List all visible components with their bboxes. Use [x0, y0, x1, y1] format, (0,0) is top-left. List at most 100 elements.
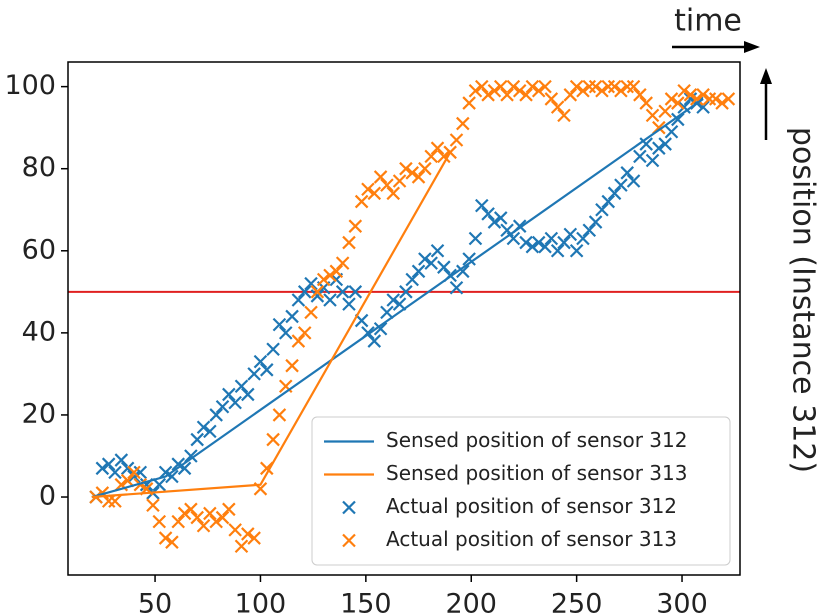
- marker: [108, 494, 122, 508]
- marker: [437, 149, 451, 164]
- marker: [234, 379, 249, 393]
- marker: [633, 149, 647, 164]
- marker: [367, 334, 382, 348]
- marker: [449, 133, 464, 147]
- marker: [411, 264, 426, 279]
- marker: [607, 79, 622, 94]
- marker: [475, 198, 489, 213]
- marker: [500, 88, 514, 102]
- position-arrowhead: [760, 68, 772, 84]
- marker: [285, 309, 299, 324]
- marker: [418, 252, 432, 266]
- marker: [291, 334, 306, 348]
- marker: [297, 285, 312, 299]
- x-tick-label: 150: [340, 589, 392, 615]
- x-tick-label: 50: [138, 589, 172, 615]
- marker: [342, 235, 356, 250]
- legend-label: Sensed position of sensor 312: [386, 428, 687, 452]
- marker: [120, 473, 135, 488]
- y-tick-label: 0: [39, 481, 56, 512]
- marker: [171, 514, 186, 529]
- marker: [664, 92, 679, 106]
- marker: [241, 527, 255, 541]
- marker: [171, 457, 186, 471]
- marker: [380, 178, 394, 192]
- legend-swatch: [342, 500, 356, 515]
- marker: [291, 293, 306, 307]
- marker: [335, 256, 350, 270]
- marker: [690, 92, 704, 106]
- legend-box: [311, 416, 731, 566]
- x-tick-label: 200: [445, 589, 497, 615]
- marker: [538, 239, 552, 254]
- marker: [683, 92, 698, 106]
- marker: [588, 215, 603, 229]
- marker: [456, 264, 470, 279]
- marker: [418, 161, 432, 176]
- marker: [569, 244, 584, 258]
- marker: [304, 276, 318, 291]
- marker: [468, 231, 483, 246]
- marker: [557, 235, 571, 250]
- x-tick-label: 300: [656, 589, 708, 615]
- marker: [222, 502, 236, 517]
- marker: [405, 166, 419, 180]
- marker: [373, 170, 388, 184]
- marker: [544, 231, 559, 246]
- marker: [671, 112, 685, 127]
- marker: [424, 256, 438, 270]
- marker: [215, 510, 230, 525]
- y-tick-label: 60: [22, 234, 56, 265]
- marker: [285, 358, 299, 373]
- marker: [664, 124, 679, 139]
- marker: [209, 514, 223, 529]
- marker: [430, 244, 445, 258]
- marker: [190, 510, 204, 525]
- time-arrowhead: [744, 41, 760, 53]
- marker: [671, 96, 685, 110]
- marker: [152, 477, 167, 492]
- marker: [525, 79, 540, 94]
- marker: [493, 211, 508, 225]
- marker: [316, 272, 331, 287]
- marker: [588, 79, 603, 94]
- marker: [361, 182, 375, 197]
- marker: [177, 506, 192, 521]
- marker: [519, 88, 533, 102]
- marker: [411, 170, 426, 184]
- marker: [430, 141, 445, 155]
- marker: [184, 502, 198, 517]
- marker: [158, 465, 173, 480]
- marker: [259, 461, 274, 476]
- marker: [152, 514, 167, 529]
- marker: [468, 83, 483, 98]
- time-annotation: time: [674, 4, 742, 39]
- marker: [563, 88, 578, 102]
- marker: [475, 79, 489, 94]
- marker: [525, 239, 540, 254]
- marker: [323, 293, 337, 307]
- marker: [234, 539, 249, 554]
- y-tick-label: 40: [22, 316, 56, 347]
- marker: [487, 215, 502, 229]
- marker: [228, 523, 242, 537]
- marker: [639, 96, 653, 110]
- marker: [266, 432, 280, 447]
- marker: [184, 449, 198, 463]
- marker: [614, 83, 628, 98]
- marker: [127, 469, 141, 484]
- marker: [329, 264, 344, 279]
- marker: [297, 326, 312, 340]
- marker: [348, 219, 363, 233]
- marker: [373, 321, 388, 336]
- marker: [595, 83, 609, 98]
- marker: [677, 83, 691, 98]
- marker: [645, 153, 660, 168]
- marker: [506, 79, 521, 94]
- marker: [645, 108, 660, 123]
- marker: [576, 231, 590, 246]
- marker: [531, 83, 546, 98]
- marker: [399, 285, 413, 299]
- marker: [601, 79, 616, 94]
- marker: [304, 305, 318, 320]
